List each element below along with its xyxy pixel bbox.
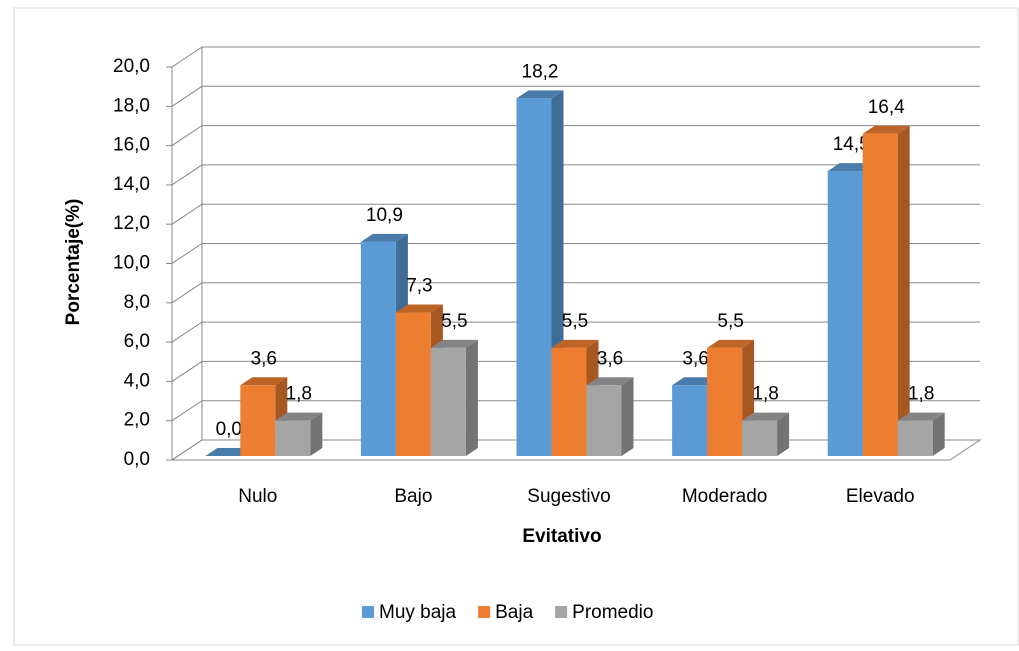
bar: [516, 98, 552, 457]
x-tick-label: Bajo: [394, 486, 432, 507]
y-tick-label: 4,0: [124, 370, 150, 391]
bar-top: [430, 339, 478, 348]
value-label: 7,3: [406, 276, 432, 297]
y-tick-label: 2,0: [124, 410, 150, 431]
value-label: 0,0: [216, 419, 242, 440]
value-label: 5,5: [441, 311, 467, 332]
value-label: 5,5: [717, 311, 743, 332]
bar: [360, 241, 396, 456]
bar: [240, 385, 276, 456]
x-tick-label: Sugestivo: [527, 486, 610, 507]
legend-swatch: [362, 606, 374, 618]
x-tick-label: Moderado: [682, 486, 768, 507]
y-tick-label: 18,0: [113, 95, 150, 116]
bar: [672, 385, 708, 456]
bar: [395, 312, 431, 456]
bar: [551, 347, 587, 456]
bar-top: [707, 339, 755, 348]
value-label: 5,5: [562, 311, 588, 332]
bar-top: [275, 412, 323, 421]
legend-label: Promedio: [572, 602, 653, 623]
value-label: 3,6: [682, 348, 708, 369]
value-label: 10,9: [366, 205, 403, 226]
bar: [430, 347, 466, 456]
y-tick-label: 6,0: [124, 331, 150, 352]
value-label: 1,8: [908, 384, 934, 405]
bar: [586, 385, 622, 456]
grid-line: [171, 46, 980, 68]
bar: [897, 420, 933, 456]
bar-side: [777, 412, 790, 456]
bar-side: [621, 377, 634, 456]
bar-top: [360, 233, 408, 242]
x-tick-label: Elevado: [846, 486, 915, 507]
bar-top: [862, 125, 910, 134]
y-axis-title: Porcentaje(%): [63, 199, 84, 326]
y-tick-label: 16,0: [113, 135, 150, 156]
bar-top: [742, 412, 790, 421]
x-axis-title: Evitativo: [522, 526, 601, 547]
y-tick-label: 20,0: [113, 56, 150, 77]
y-tick-label: 12,0: [113, 213, 150, 234]
bar-top: [240, 377, 288, 386]
bar: [707, 347, 743, 456]
grid-line: [171, 164, 980, 186]
y-tick-label: 10,0: [113, 253, 150, 274]
bar-top: [897, 412, 945, 421]
bar-side: [932, 412, 945, 456]
grid-line: [171, 282, 980, 304]
bar: [275, 420, 311, 456]
value-label: 1,8: [752, 384, 778, 405]
bar: [827, 171, 863, 456]
value-label: 3,6: [251, 348, 277, 369]
bar-side: [310, 412, 323, 456]
bar-top: [586, 377, 634, 386]
grid-line: [171, 125, 980, 147]
bar-side: [897, 125, 910, 457]
bar: [742, 420, 778, 456]
y-tick-label: 0,0: [124, 449, 150, 470]
value-label: 3,6: [597, 348, 623, 369]
value-label: 14,5: [833, 134, 870, 155]
legend-label: Baja: [495, 602, 533, 623]
bar-top: [516, 90, 564, 99]
value-label: 18,2: [522, 61, 559, 82]
grid-line: [171, 203, 980, 225]
bar-side: [465, 339, 478, 456]
y-tick-label: 8,0: [124, 292, 150, 313]
grid-line: [171, 321, 980, 343]
bar: [862, 133, 898, 457]
y-tick-label: 14,0: [113, 174, 150, 195]
x-tick-label: Nulo: [238, 486, 277, 507]
value-label: 1,8: [286, 384, 312, 405]
grid-line: [171, 85, 980, 107]
legend-swatch: [555, 606, 568, 618]
value-label: 16,4: [868, 97, 905, 118]
legend-swatch: [478, 606, 491, 618]
bar-top: [551, 339, 599, 348]
bar-top: [395, 304, 443, 313]
grid-line: [171, 243, 980, 264]
legend-label: Muy baja: [379, 602, 457, 623]
